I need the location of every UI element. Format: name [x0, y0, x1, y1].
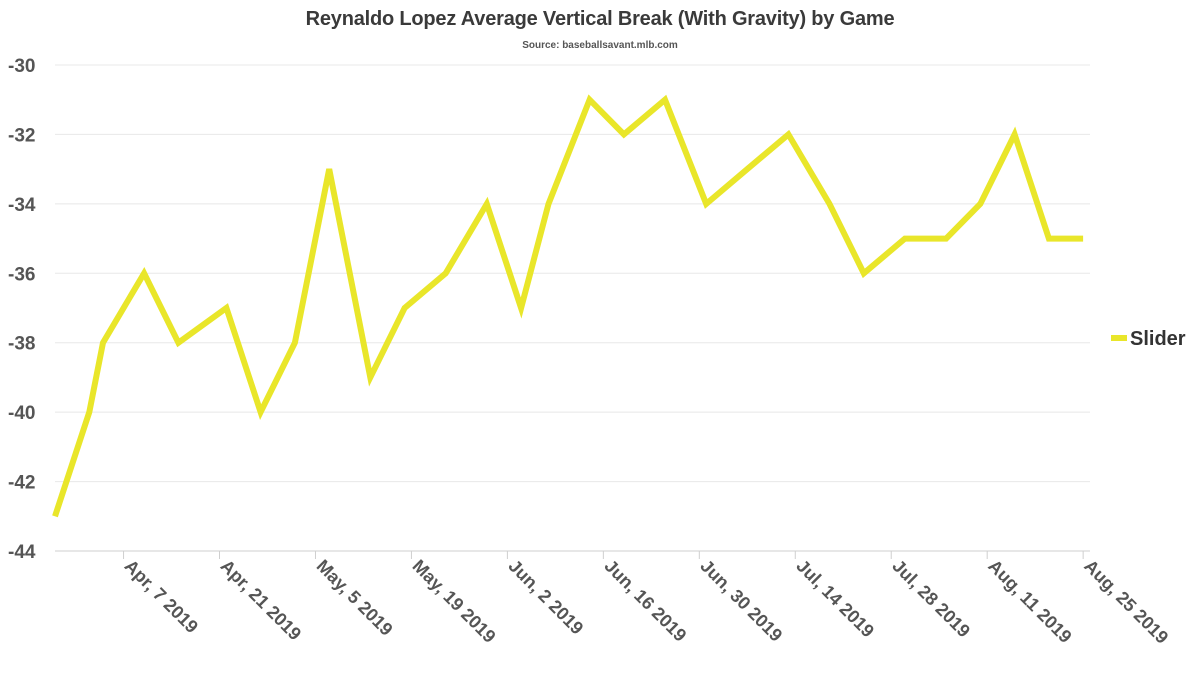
x-tick-label: Jul, 28 2019 — [888, 556, 974, 642]
legend-label[interactable]: Slider — [1130, 328, 1186, 350]
x-tick-label: Jun, 30 2019 — [696, 556, 786, 646]
y-tick-label: -32 — [8, 125, 35, 146]
gridlines — [55, 64, 1090, 552]
y-axis: -30 -32 -34 -36 -38 -40 -42 -44 — [8, 56, 36, 563]
y-tick-label: -30 — [8, 56, 35, 77]
x-axis: Apr, 7 2019 Apr, 21 2019 May, 5 2019 May, 1… — [121, 551, 1172, 648]
x-tick-label: Jun, 16 2019 — [601, 556, 691, 646]
y-tick-label: -38 — [8, 334, 35, 355]
chart-title: Reynaldo Lopez Average Vertical Break (W… — [305, 8, 895, 30]
x-tick-label: Jun, 2 2019 — [505, 556, 588, 639]
series-line-slider — [52, 94, 1084, 518]
x-tick-label: May, 5 2019 — [313, 556, 397, 640]
x-tick-label: May, 19 2019 — [409, 556, 500, 647]
y-tick-label: -34 — [8, 195, 36, 216]
y-tick-label: -40 — [8, 403, 35, 424]
y-tick-label: -42 — [8, 473, 35, 494]
legend[interactable]: Slider — [1111, 328, 1186, 350]
x-tick-label: Jul, 14 2019 — [792, 556, 878, 642]
x-tick-label: Aug, 25 2019 — [1080, 556, 1172, 648]
series-layer — [52, 94, 1084, 518]
x-tick-label: Apr, 21 2019 — [217, 556, 305, 644]
y-tick-label: -44 — [8, 542, 36, 563]
x-tick-label: Aug, 11 2019 — [984, 556, 1075, 647]
legend-swatch — [1111, 335, 1127, 341]
chart-subtitle: Source: baseballsavant.mlb.com — [522, 40, 678, 51]
y-tick-label: -36 — [8, 264, 35, 285]
x-tick-label: Apr, 7 2019 — [121, 556, 202, 637]
